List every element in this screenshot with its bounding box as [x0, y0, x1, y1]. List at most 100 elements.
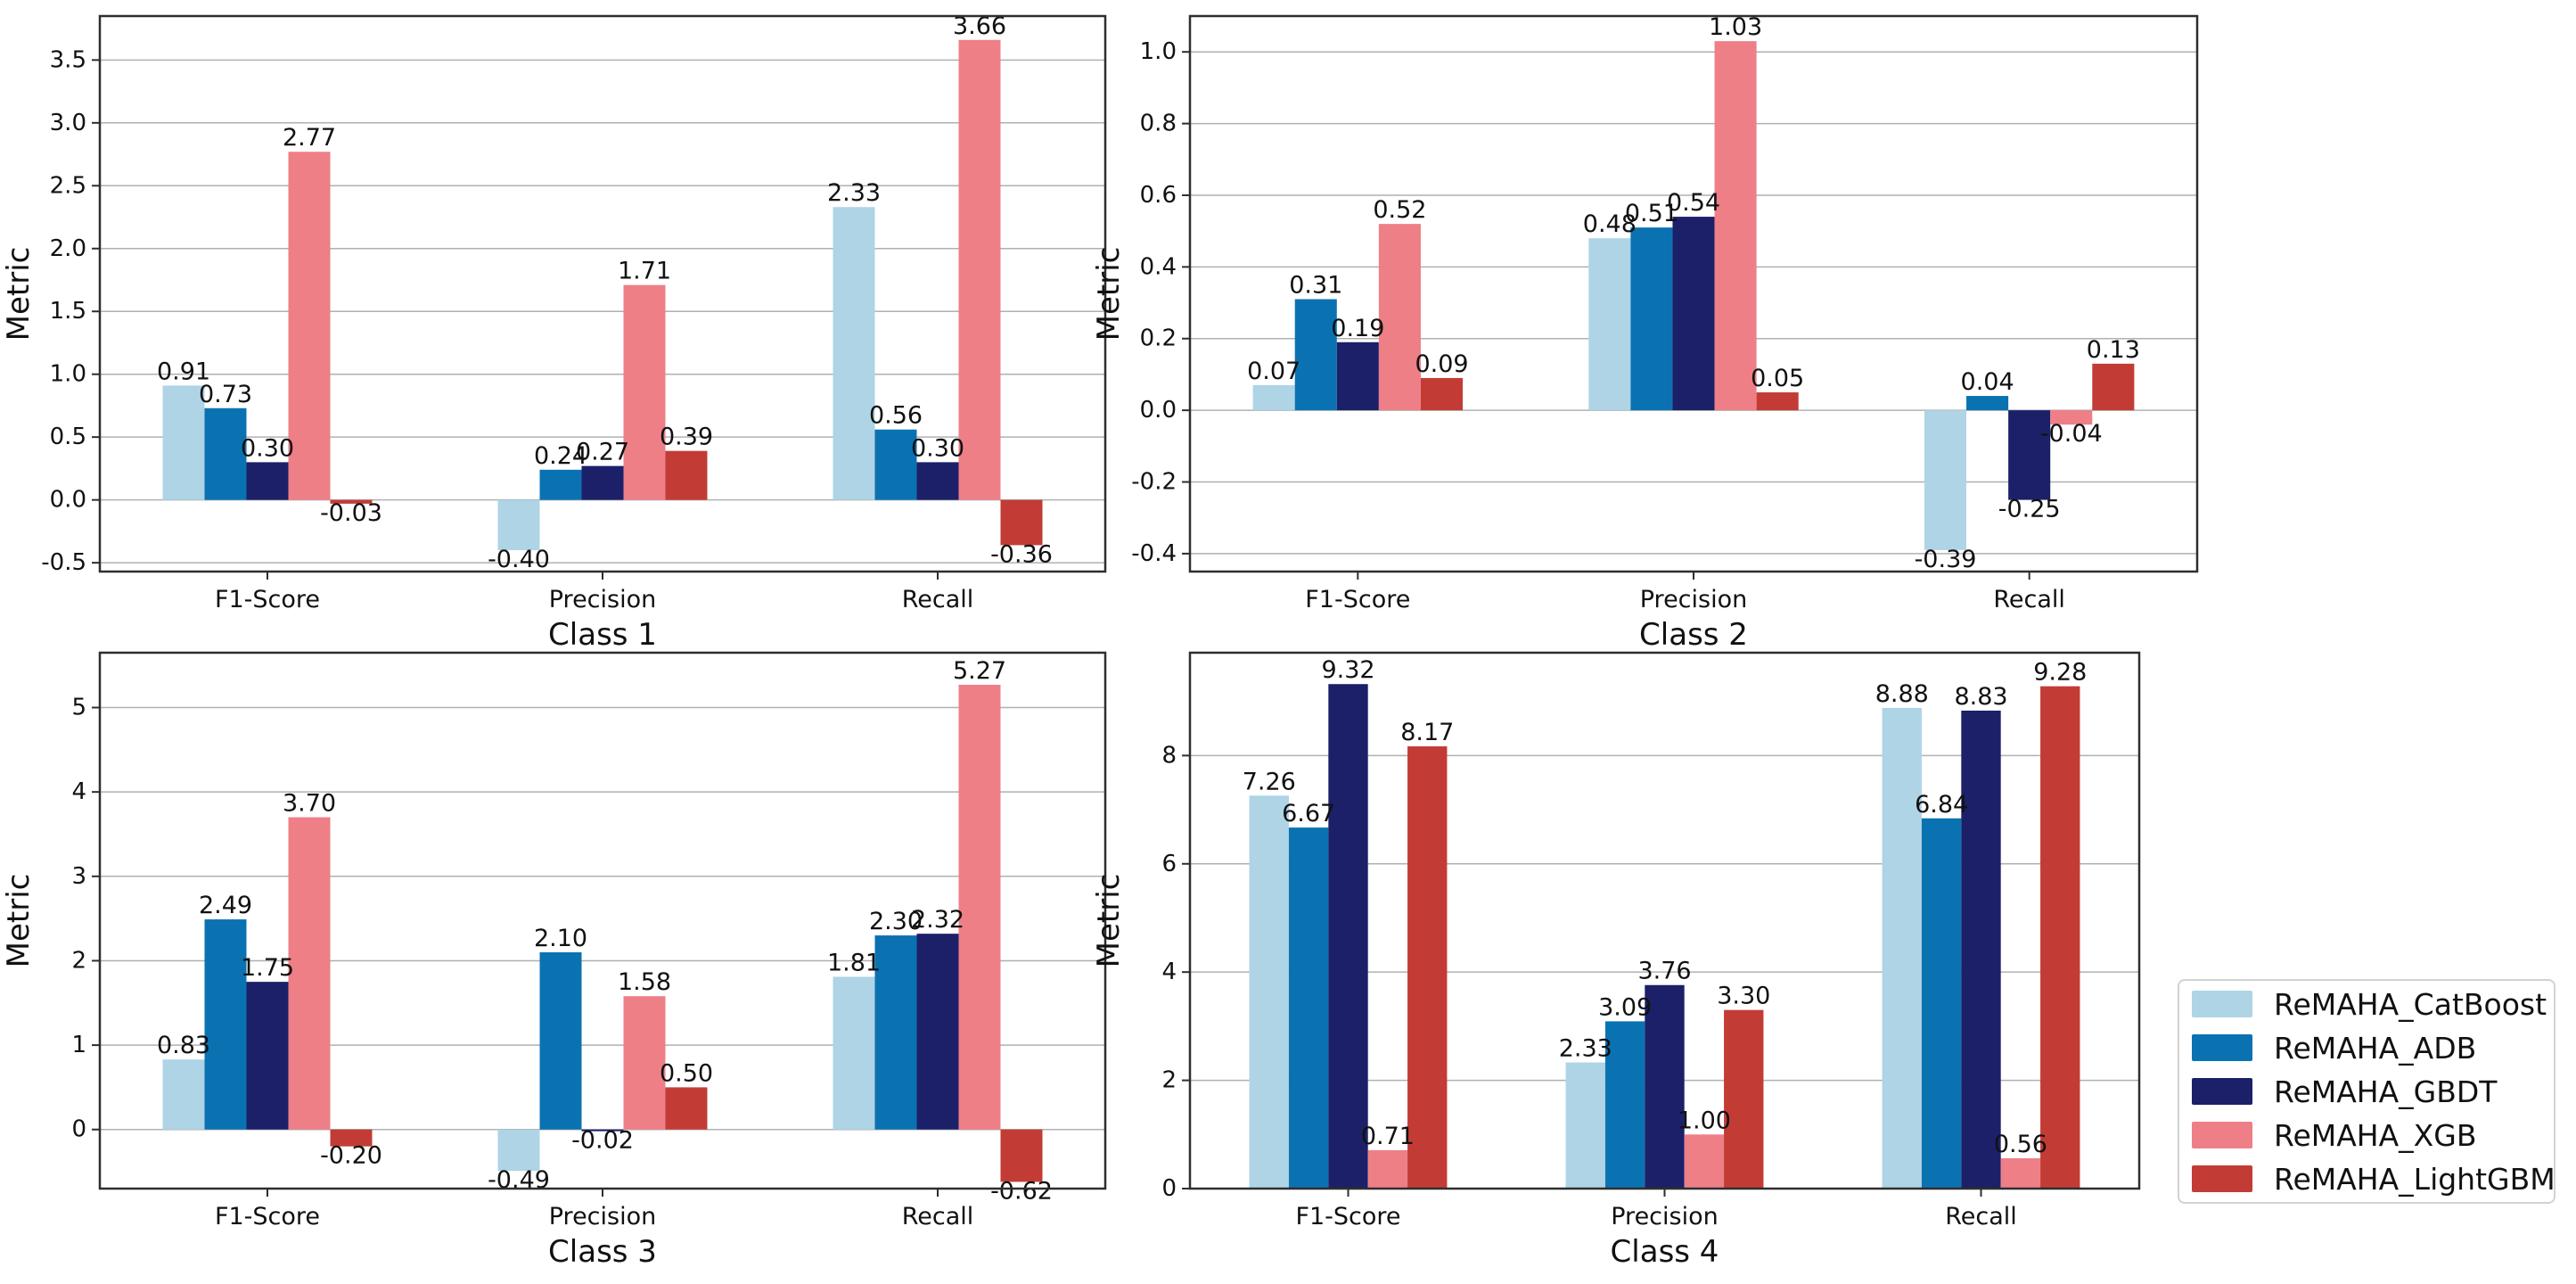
x-tick-label: Precision [1640, 586, 1747, 613]
bar-value-label: -0.62 [990, 1177, 1053, 1205]
bar-ReMAHA_XGB-Precision [623, 284, 666, 500]
bar-ReMAHA_ADB-Precision [539, 951, 582, 1130]
bar-value-label: 2.77 [283, 124, 336, 152]
bar-ReMAHA_XGB-Precision [1714, 41, 1757, 411]
bar-value-label: 0.50 [660, 1059, 713, 1087]
bar-ReMAHA_GBDT-Recall [916, 462, 959, 500]
bars [162, 39, 1043, 551]
bar-value-label: 0.30 [241, 434, 294, 462]
bar-ReMAHA_LightGBM-F1-Score [1420, 377, 1464, 411]
bar-value-label: 8.88 [1875, 680, 1929, 708]
bar-value-label: 2.32 [911, 906, 964, 934]
y-tick-label: -0.4 [1131, 540, 1177, 567]
bar-value-label: 3.09 [1598, 993, 1652, 1021]
bar-ReMAHA_CatBoost-F1-Score [1252, 384, 1295, 411]
bar-value-label: 0.56 [869, 402, 923, 430]
bar-value-label: 9.28 [2033, 659, 2087, 687]
bar-ReMAHA_CatBoost-Precision [497, 499, 540, 551]
bar-ReMAHA_LightGBM-F1-Score [330, 1129, 373, 1147]
x-tick-label: Recall [1945, 1203, 2017, 1230]
x-tick-label: Recall [1993, 586, 2065, 613]
legend-label: ReMAHA_ADB [2274, 1030, 2477, 1066]
bar-value-label: 0.56 [1994, 1131, 2047, 1158]
class-3-chart: 0.83 -0.49 1.81 2.49 2.10 2.30 1.75 -0.02 2.32 3.… [1, 651, 1107, 1270]
y-tick-label: 4 [1161, 959, 1177, 985]
legend-label: ReMAHA_GBDT [2274, 1074, 2498, 1109]
x-axis: F1-Score Precision Recall [215, 572, 973, 613]
y-tick-label: 3.0 [50, 110, 86, 136]
bar-ReMAHA_ADB-Recall [874, 935, 917, 1130]
bar-ReMAHA_GBDT-Precision [581, 1129, 624, 1132]
bar-ReMAHA_GBDT-Recall [916, 934, 959, 1130]
y-tick-label: 2.0 [50, 235, 86, 262]
y-tick-label: 1.5 [50, 298, 86, 325]
bar-value-label: 1.71 [618, 258, 671, 285]
subplot-class-4: 7.26 2.33 8.88 6.67 3.09 6.84 9.32 3.76 8.83 0.71… [1091, 640, 2264, 1284]
bar-ReMAHA_CatBoost-Precision [1588, 238, 1631, 411]
x-tick-label: Recall [902, 1203, 974, 1230]
bar-value-label: 1.00 [1678, 1107, 1731, 1134]
bar-ReMAHA_XGB-Recall [2050, 410, 2093, 425]
y-axis: -0.5 0.0 0.5 1.0 1.5 2.0 2.5 3.0 3.5 [41, 46, 100, 576]
bar-ReMAHA_XGB-Recall [958, 39, 1001, 500]
legend-swatch [2192, 1078, 2252, 1105]
bar-value-label: 0.71 [1361, 1123, 1415, 1150]
bars [1252, 41, 2135, 550]
bar-value-label: 0.09 [1415, 350, 1468, 378]
y-tick-label: 3.5 [50, 46, 86, 73]
bar-value-label: 0.91 [157, 358, 210, 385]
bar-value-label: 2.10 [534, 925, 587, 952]
bar-value-label: -0.25 [1998, 496, 2061, 523]
bar-ReMAHA_ADB-Recall [1966, 396, 2009, 411]
subplot-class-1: 0.91 -0.40 2.33 0.73 0.24 0.56 0.30 0.27 0.30 2.7… [0, 4, 1150, 653]
bar-ReMAHA_ADB-Precision [1604, 1021, 1645, 1189]
bar-ReMAHA_CatBoost-F1-Score [162, 1059, 205, 1130]
y-axis-title: Metric [1, 874, 37, 968]
y-tick-label: 0.2 [1140, 325, 1177, 352]
x-axis: F1-Score Precision Recall [1295, 1189, 2017, 1230]
y-tick-label: 0 [71, 1116, 86, 1143]
x-axis-title: Class 2 [1639, 617, 1748, 653]
bar-value-label: 2.33 [1559, 1035, 1612, 1063]
bar-value-label: 0.73 [199, 381, 252, 408]
bar-ReMAHA_XGB-Precision [623, 996, 666, 1130]
bar-ReMAHA_ADB-F1-Score [204, 407, 247, 500]
y-tick-label: 2 [71, 947, 86, 974]
x-tick-label: F1-Score [1305, 586, 1410, 613]
bar-ReMAHA_LightGBM-Precision [1724, 1009, 1764, 1189]
x-tick-label: F1-Score [1295, 1203, 1400, 1230]
bar-ReMAHA_GBDT-F1-Score [246, 462, 289, 500]
bar-value-label: 3.70 [283, 790, 336, 818]
bar-ReMAHA_LightGBM-Recall [2092, 363, 2135, 411]
x-axis: F1-Score Precision Recall [215, 1189, 973, 1230]
y-axis-title: Metric [1091, 247, 1127, 342]
y-tick-label: -0.5 [41, 549, 86, 576]
x-tick-label: F1-Score [215, 586, 320, 613]
bar-value-label: 1.81 [827, 949, 881, 976]
bar-ReMAHA_ADB-Precision [1630, 227, 1673, 411]
bar-value-label: 6.67 [1282, 800, 1335, 827]
bar-ReMAHA_CatBoost-Recall [833, 976, 875, 1130]
bar-ReMAHA_CatBoost-Recall [1924, 410, 1967, 550]
bar-ReMAHA_CatBoost-F1-Score [162, 385, 205, 500]
bar-value-label: -0.03 [320, 499, 382, 527]
y-tick-label: 5 [71, 695, 86, 721]
bar-ReMAHA_CatBoost-Precision [1565, 1062, 1605, 1189]
bar-ReMAHA_LightGBM-Precision [1756, 392, 1799, 411]
x-axis-title: Class 3 [548, 1234, 657, 1270]
y-tick-label: 0 [1161, 1175, 1177, 1202]
bar-value-label: 3.30 [1717, 983, 1770, 1010]
bars [1249, 684, 2080, 1189]
bar-ReMAHA_LightGBM-Precision [665, 1087, 708, 1130]
bar-ReMAHA_XGB-F1-Score [288, 817, 331, 1130]
bar-value-label: -0.36 [990, 540, 1053, 568]
bar-value-label: 3.76 [1637, 958, 1691, 985]
x-tick-label: Precision [549, 1203, 656, 1230]
bar-value-label: 0.48 [1583, 210, 1637, 238]
legend: ReMAHA_CatBoost ReMAHA_ADB ReMAHA_GBDT ReMA… [2178, 979, 2555, 1204]
bar-value-label: 1.58 [618, 968, 671, 996]
bar-value-label: 9.32 [1321, 656, 1374, 684]
legend-item: ReMAHA_LightGBM [2192, 1161, 2555, 1197]
bar-value-label: 0.83 [157, 1032, 210, 1059]
y-tick-label: -0.2 [1131, 469, 1177, 496]
